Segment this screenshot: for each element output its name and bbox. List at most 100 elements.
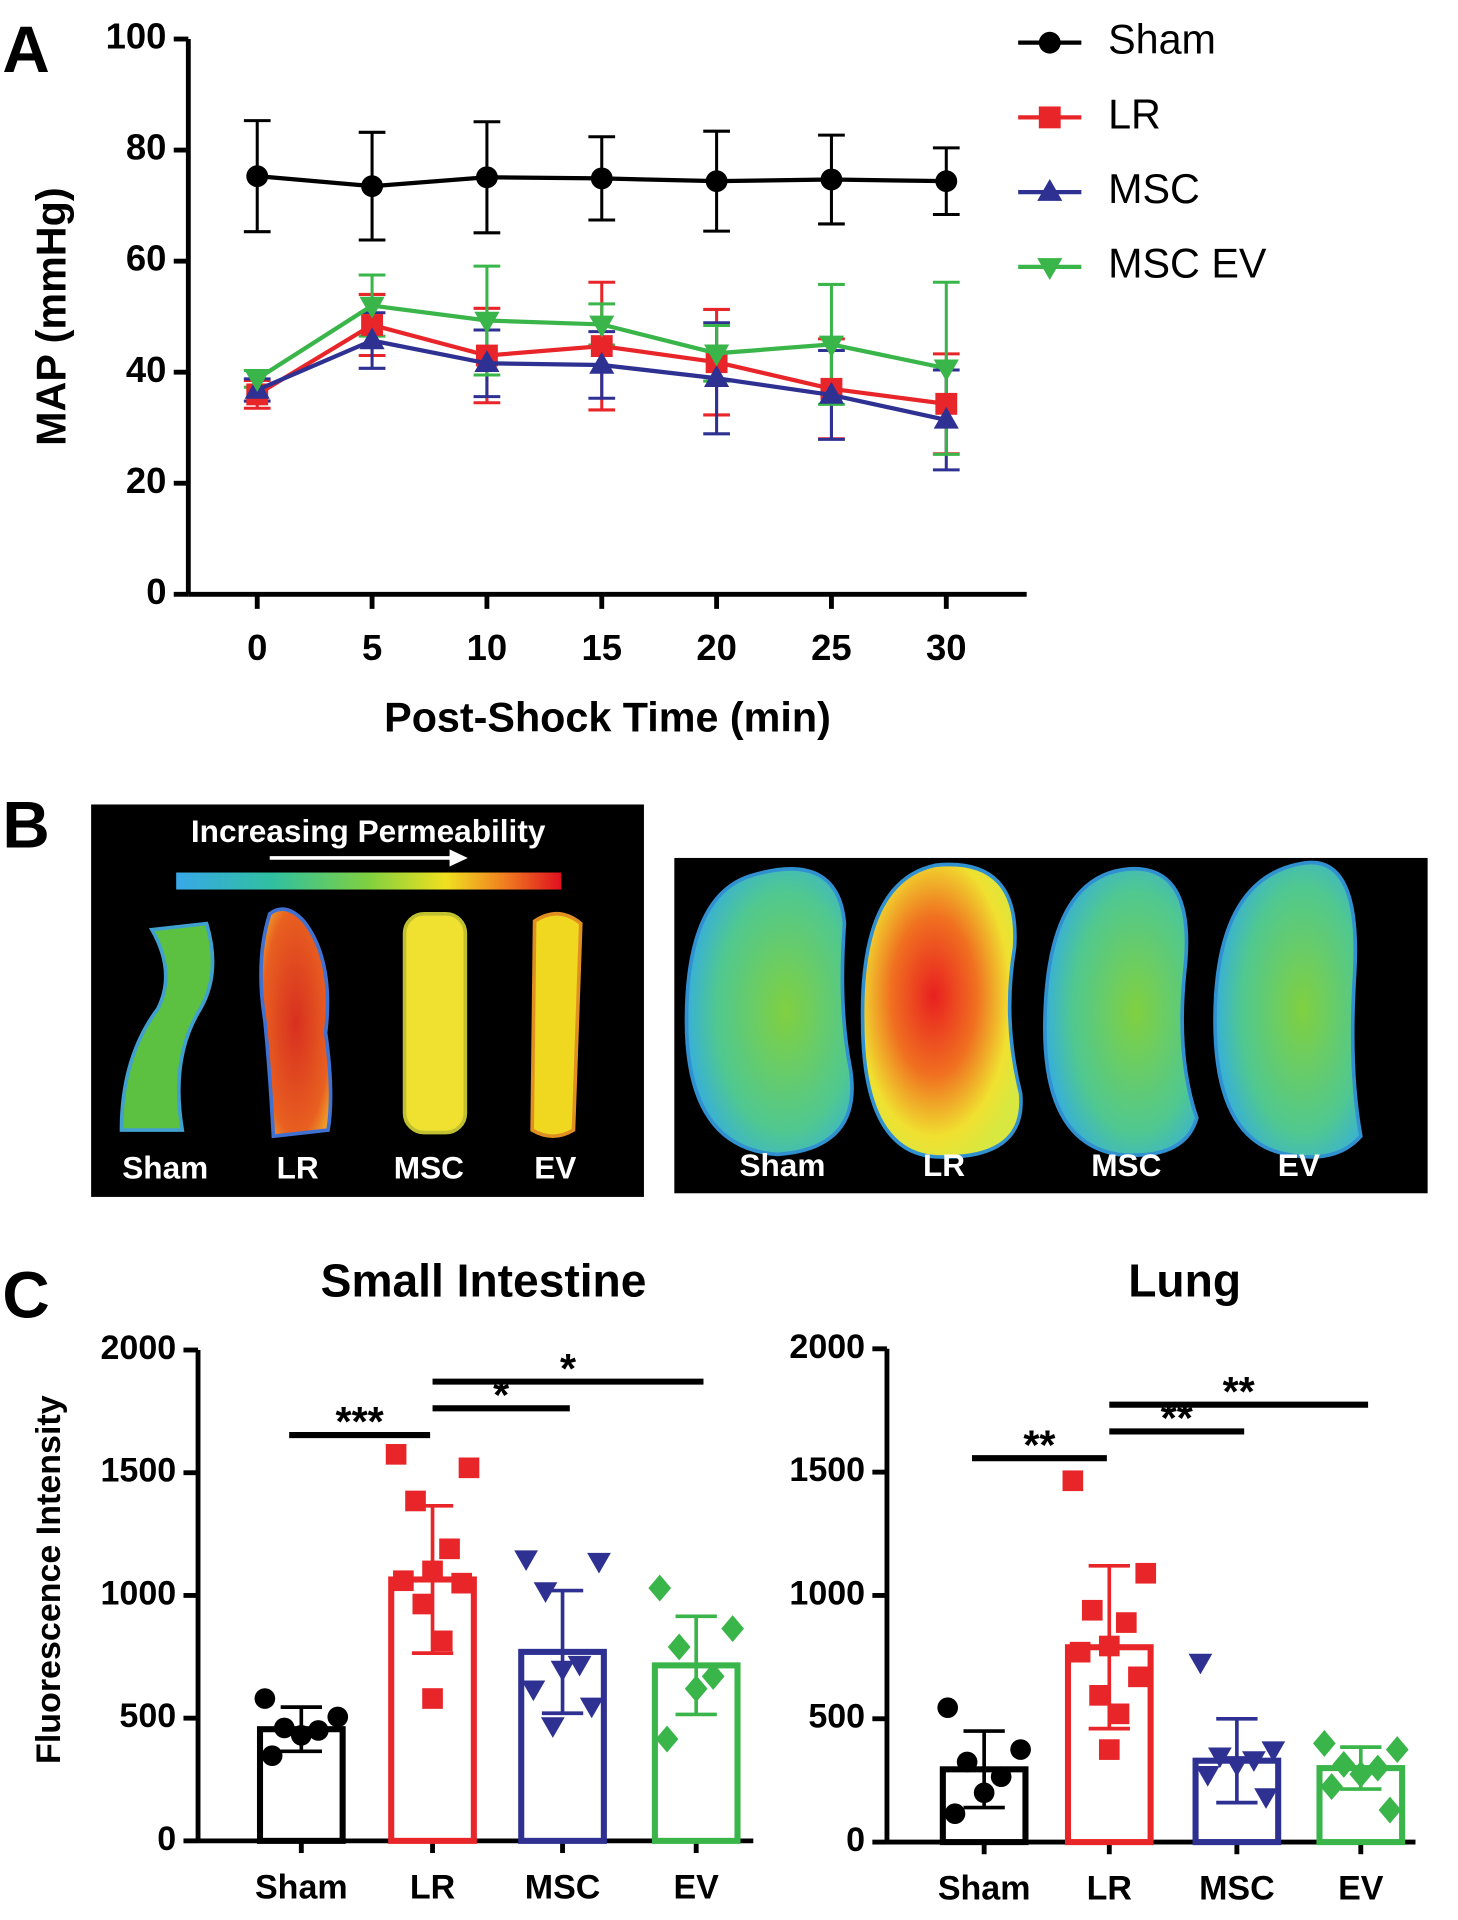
x-tick-label: 30 — [926, 627, 967, 668]
y-tick-label: 20 — [126, 460, 167, 501]
marker — [361, 175, 384, 198]
data-point — [290, 1725, 312, 1746]
data-point — [648, 1574, 672, 1602]
organ-label: EV — [534, 1150, 576, 1186]
data-point — [956, 1751, 978, 1773]
x-axis-label: Post-Shock Time (min) — [384, 695, 831, 741]
marker — [704, 365, 730, 388]
y-tick-label: 1000 — [101, 1574, 177, 1612]
scale-label: Increasing Permeability — [191, 813, 546, 849]
marker — [935, 170, 958, 193]
data-point — [721, 1615, 745, 1643]
y-tick-label: 1500 — [789, 1451, 865, 1489]
chart-title: Small Intestine — [321, 1255, 647, 1307]
lung-lr — [860, 862, 1023, 1159]
y-tick-label: 2000 — [789, 1328, 865, 1366]
marker — [933, 406, 959, 429]
marker — [246, 165, 269, 188]
data-point — [458, 1457, 480, 1479]
data-point — [1195, 1766, 1220, 1787]
data-point — [1312, 1730, 1336, 1757]
x-tick-label: MSC — [1199, 1870, 1275, 1908]
y-axis-label: MAP (mmHg) — [29, 187, 75, 446]
lung-ev — [1213, 860, 1363, 1159]
marker — [361, 314, 384, 336]
y-tick-label: 1500 — [101, 1452, 177, 1490]
data-point — [439, 1538, 460, 1560]
marker — [1038, 31, 1061, 54]
data-point — [1320, 1773, 1344, 1801]
marker — [704, 344, 730, 367]
data-point — [1385, 1736, 1409, 1764]
marker — [359, 327, 385, 350]
intestine-sham — [119, 921, 215, 1132]
data-point — [587, 1552, 611, 1574]
intestine-lr — [259, 907, 333, 1139]
marker — [935, 392, 958, 415]
x-tick-label: MSC — [525, 1868, 601, 1906]
data-point — [973, 1782, 995, 1804]
data-point — [1207, 1747, 1232, 1769]
chart-title: Lung — [1128, 1255, 1241, 1307]
data-point — [451, 1572, 473, 1594]
data-point — [1135, 1562, 1157, 1584]
x-tick-label: LR — [410, 1868, 455, 1906]
lung-sham — [684, 867, 854, 1157]
data-point — [944, 1803, 966, 1825]
marker — [359, 296, 385, 319]
marker — [244, 370, 270, 392]
data-point — [1254, 1788, 1278, 1809]
y-tick-label: 0 — [146, 571, 166, 612]
data-point — [412, 1593, 434, 1615]
marker — [590, 167, 613, 190]
data-point — [385, 1443, 407, 1465]
data-point — [431, 1630, 453, 1652]
x-tick-label: EV — [1338, 1870, 1384, 1908]
marker — [590, 335, 613, 358]
y-tick-label: 80 — [126, 127, 167, 168]
data-point — [655, 1725, 679, 1753]
data-point — [579, 1697, 604, 1719]
data-point — [1261, 1741, 1286, 1762]
y-tick-label: 500 — [808, 1698, 865, 1736]
organ-label: MSC — [1091, 1147, 1161, 1183]
marker — [820, 168, 843, 191]
legend-label: MSC — [1108, 166, 1200, 212]
marker — [705, 170, 728, 193]
data-point — [273, 1717, 295, 1739]
marker — [1038, 106, 1061, 129]
data-point — [405, 1490, 426, 1512]
intestine-msc — [402, 912, 468, 1135]
marker — [818, 335, 845, 358]
y-axis-label: Fluorescence Intensity — [30, 1395, 68, 1764]
legend-label: MSC EV — [1108, 241, 1267, 287]
y-tick-label: 500 — [119, 1697, 176, 1735]
data-point — [1224, 1756, 1249, 1777]
data-point — [393, 1570, 414, 1592]
data-point — [422, 1560, 443, 1582]
bar — [388, 1576, 477, 1844]
marker — [474, 311, 500, 334]
data-point — [254, 1688, 276, 1709]
y-tick-label: 1000 — [789, 1574, 865, 1612]
organ-label: EV — [1278, 1147, 1320, 1183]
data-point — [1081, 1599, 1103, 1621]
significance-label: ** — [1223, 1369, 1256, 1415]
data-point — [308, 1720, 329, 1741]
legend-label: Sham — [1108, 17, 1216, 63]
marker — [474, 350, 500, 373]
y-tick-label: 0 — [157, 1820, 176, 1858]
data-point — [533, 1582, 558, 1603]
data-point — [1098, 1635, 1120, 1657]
organ-label: LR — [277, 1150, 319, 1186]
organ-label: Sham — [122, 1150, 208, 1186]
x-tick-label: 20 — [696, 627, 737, 668]
marker — [818, 381, 845, 404]
permeability-scale — [176, 872, 562, 890]
data-point — [550, 1660, 575, 1682]
organ-label: LR — [923, 1147, 965, 1183]
x-tick-label: LR — [1087, 1870, 1132, 1908]
panel-label: A — [2, 13, 49, 86]
marker — [589, 315, 615, 338]
y-tick-label: 2000 — [101, 1329, 177, 1367]
